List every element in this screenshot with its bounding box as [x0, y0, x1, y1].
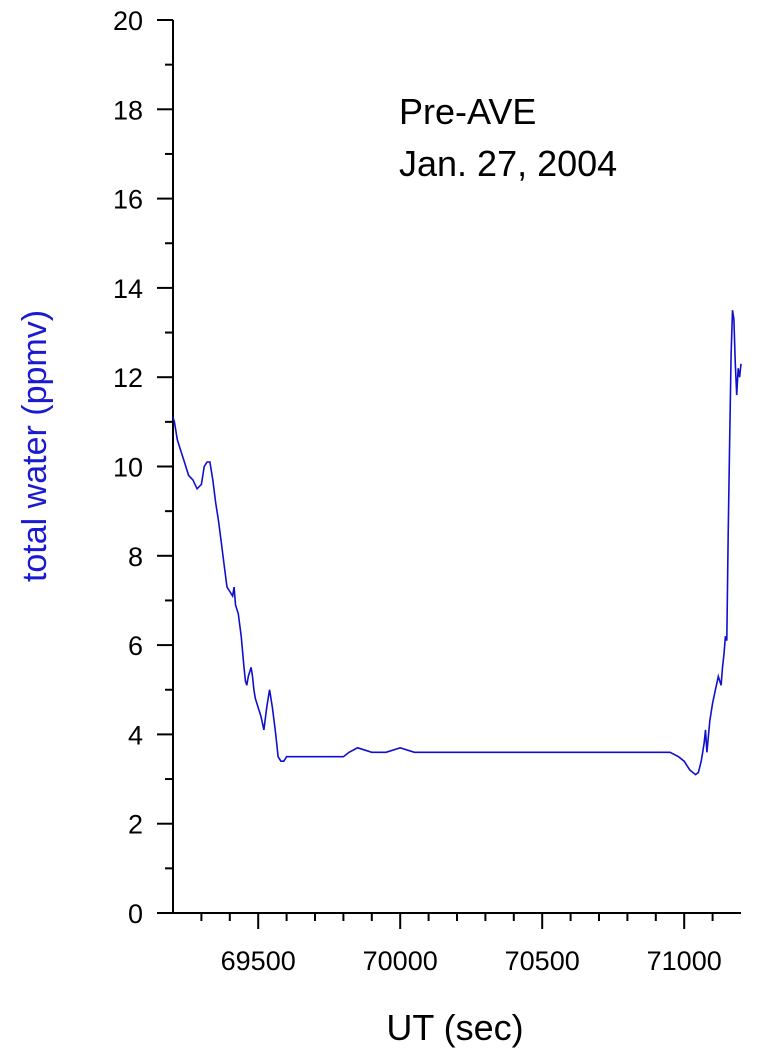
y-tick-label: 8 [128, 542, 143, 572]
y-tick-label: 6 [128, 631, 143, 661]
annotation-line-2: Jan. 27, 2004 [399, 143, 617, 184]
x-axis-title: UT (sec) [386, 1007, 523, 1048]
x-tick-label: 70500 [505, 946, 580, 976]
x-tick-label: 69500 [221, 946, 296, 976]
y-tick-label: 2 [128, 810, 143, 840]
y-tick-label: 14 [113, 274, 143, 304]
y-tick-label: 0 [128, 899, 143, 929]
annotation-line-1: Pre-AVE [399, 91, 536, 132]
x-tick-labels: 69500 70000 70500 71000 [221, 946, 722, 976]
y-tick-label: 18 [113, 95, 143, 125]
x-tick-label: 70000 [363, 946, 438, 976]
y-tick-labels: 0 2 4 6 8 10 12 14 16 18 20 [113, 6, 143, 929]
series-line-total-water [172, 310, 742, 776]
tick-marks [157, 19, 714, 929]
x-tick-label: 71000 [647, 946, 722, 976]
y-tick-label: 10 [113, 453, 143, 483]
y-axis-title: total water (ppmv) [16, 310, 54, 582]
y-tick-label: 4 [128, 720, 143, 750]
y-tick-label: 20 [113, 6, 143, 36]
y-tick-label: 16 [113, 185, 143, 215]
y-tick-label: 12 [113, 363, 143, 393]
